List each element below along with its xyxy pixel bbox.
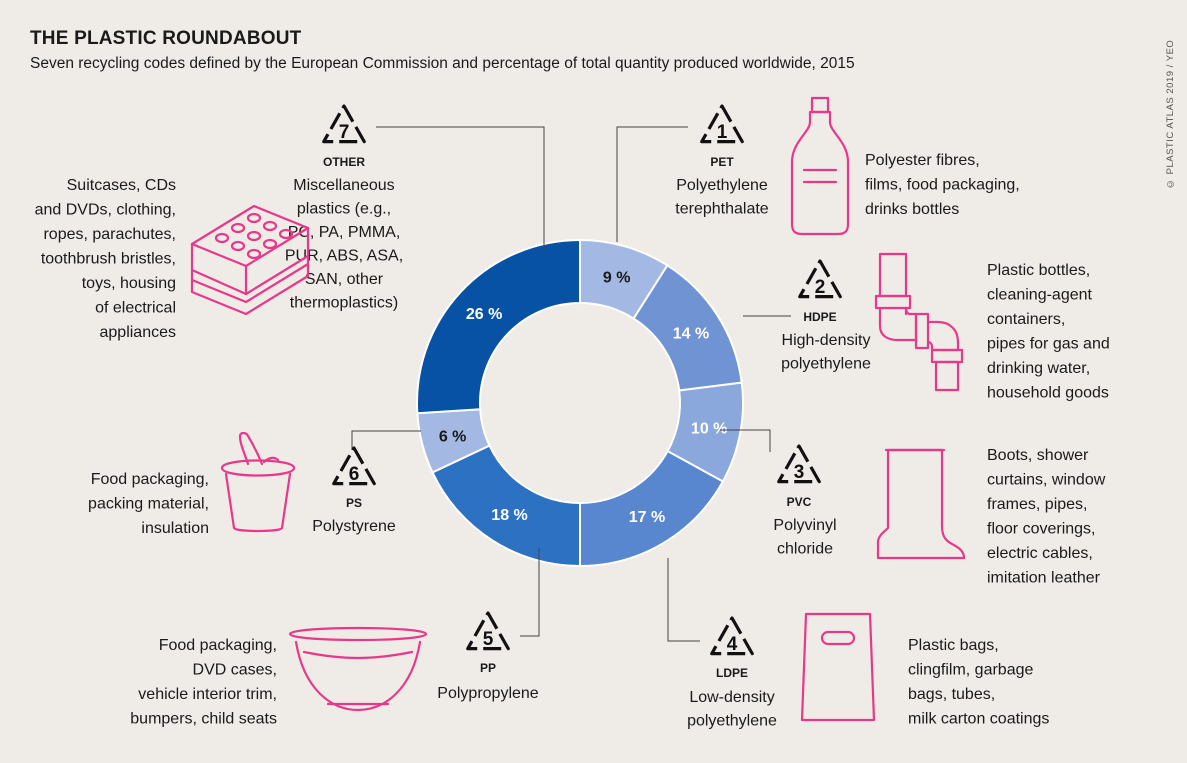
plastic-abbr-hdpe: HDPE [803,310,836,324]
recycling-symbol-icon: 5 [466,611,510,651]
plastic-abbr-ps: PS [346,496,362,510]
slice-labels: 1 PET Polyethylene terephthalate Polyester f… [35,104,1110,730]
recycling-code: 7 [339,122,350,143]
leader-line-pvc [720,429,771,452]
recycling-symbol-icon: 6 [332,446,376,486]
plastic-abbr-pvc: PVC [787,495,812,509]
bag-icon [800,612,876,722]
plastic-name-hdpe: High-density polyethylene [781,332,871,373]
slice-value-label: 9 % [603,270,631,287]
boot-icon [876,448,966,560]
toy-brick-icon [190,204,310,316]
plastic-uses-ldpe: Plastic bags, clingfilm, garbage bags, tub… [908,637,1049,728]
recycling-symbol-icon: 1 [700,104,744,144]
slice-pp [431,444,581,568]
chart-title: THE PLASTIC ROUNDABOUT [30,28,302,49]
plastic-name-ps: Polystyrene [312,518,396,535]
usage-icons [190,96,966,722]
slice-value-label: 17 % [629,509,665,526]
plastic-uses-pp: Food packaging, DVD cases, vehicle interio… [130,637,277,728]
donut-chart: 9 % 14 % 10 % 17 % 18 % 6 % 26 % [416,238,744,568]
plastic-abbr-pp: PP [480,661,496,675]
slice-value-label: 14 % [673,326,709,343]
plastic-name-ldpe: Low-density polyethylene [687,689,777,730]
recycling-code: 2 [815,277,826,298]
plastic-uses-pvc: Boots, shower curtains, window frames, pip… [987,447,1106,587]
leader-line-ldpe [667,558,700,642]
pipe-icon [874,252,964,392]
plastic-name-pp: Polypropylene [437,685,539,702]
yogurt-cup-icon [220,431,296,533]
bottle-icon [790,96,850,236]
recycling-symbol-icon: 4 [710,616,754,656]
plastic-uses-other: Suitcases, CDs and DVDs, clothing, ropes, … [35,177,176,341]
bowl-icon [288,626,428,712]
plastic-uses-pet: Polyester fibres, films, food packaging, d… [865,152,1020,218]
recycling-symbol-icon: 7 [322,104,366,144]
plastic-abbr-pet: PET [710,155,734,169]
recycling-code: 1 [717,122,728,143]
leader-line-pet [616,126,688,242]
recycling-code: 6 [349,464,360,485]
recycling-symbol-icon: 3 [777,444,821,484]
plastic-uses-ps: Food packaging, packing material, insulati… [88,471,209,537]
slice-value-label: 26 % [466,306,502,323]
plastic-name-pvc: Polyvinyl chloride [773,517,836,558]
recycling-code: 3 [794,462,805,483]
plastic-name-other: Miscellaneous plastics (e.g., PC, PA, PMMA… [285,177,403,312]
recycling-code: 4 [727,634,738,655]
plastic-uses-hdpe: Plastic bottles, cleaning-agent containers… [987,262,1110,402]
leader-line-other [376,126,545,251]
plastic-name-pet: Polyethylene terephthalate [675,177,769,218]
leader-lines [351,126,791,642]
leader-line-ps [351,430,421,450]
recycling-symbol-icon: 2 [798,259,842,299]
plastic-abbr-ldpe: LDPE [716,666,748,680]
slice-other [416,238,581,415]
slice-value-label: 18 % [491,507,527,524]
slice-value-label: 6 % [439,429,467,446]
slice-value-label: 10 % [691,421,727,438]
leader-line-pp [520,548,540,637]
recycling-code: 5 [483,629,494,650]
plastic-abbr-other: OTHER [323,155,365,169]
chart-subtitle: Seven recycling codes defined by the Eur… [30,55,855,72]
